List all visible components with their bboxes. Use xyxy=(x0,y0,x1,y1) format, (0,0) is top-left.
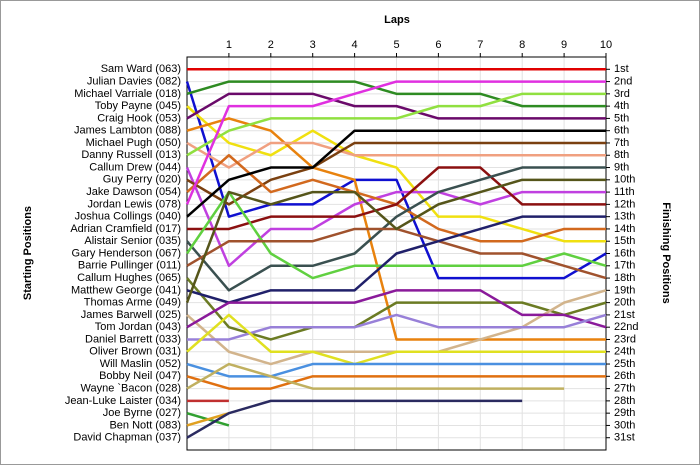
series-line xyxy=(186,141,606,206)
y-tick-label: Thomas Arme (049) xyxy=(84,297,181,309)
x-tick-label: 10 xyxy=(600,39,612,51)
y2-tick-label: 7th xyxy=(614,137,629,149)
y2-tick-label: 26th xyxy=(614,370,635,382)
y-tick-label: Matthew George (041) xyxy=(71,284,181,296)
y2-tick-label: 6th xyxy=(614,125,629,137)
y2-tick-label: 29th xyxy=(614,407,635,419)
y-tick-label: Bobby Neil (047) xyxy=(99,370,181,382)
y2-tick-label: 16th xyxy=(614,247,635,259)
y-tick-label: Gary Henderson (067) xyxy=(72,247,181,259)
series-line xyxy=(186,362,606,378)
y-tick-label: Adrian Cramfield (017) xyxy=(70,223,181,235)
series-line xyxy=(186,289,607,329)
y-tick-label: Joe Byrne (027) xyxy=(103,407,181,419)
x-tick-label: 4 xyxy=(352,39,358,51)
y-tick-label: Michael Pugh (050) xyxy=(86,137,181,149)
y2-tick-label: 11th xyxy=(614,186,635,198)
x-tick-label: 5 xyxy=(393,39,399,51)
y-tick-label: Toby Payne (045) xyxy=(95,100,181,112)
y2-tick-label: 27th xyxy=(614,383,635,395)
series-line xyxy=(186,141,606,169)
y2-tick-label: 22nd xyxy=(614,321,638,333)
series-line xyxy=(185,81,607,280)
series-line xyxy=(186,129,606,218)
series-line xyxy=(186,411,230,427)
series-line xyxy=(185,80,606,205)
y2-axis-title: Finishing Positions xyxy=(660,202,672,303)
y-tick-label: David Chapman (037) xyxy=(73,432,181,444)
series-line xyxy=(186,80,606,108)
series-line xyxy=(186,117,606,341)
y-tick-label: Wayne `Bacon (028) xyxy=(81,383,181,395)
series-line xyxy=(186,92,606,157)
y-axis-title: Starting Positions xyxy=(22,206,34,300)
y2-tick-label: 14th xyxy=(614,223,635,235)
y2-tick-label: 18th xyxy=(614,272,635,284)
y-tick-label: Craig Hook (053) xyxy=(97,112,181,124)
y-tick-label: Jordan Lewis (078) xyxy=(87,198,181,210)
y-tick-label: Michael Varriale (018) xyxy=(74,88,181,100)
y-tick-label: Will Maslin (052) xyxy=(100,358,181,370)
series-line xyxy=(186,399,523,439)
x-tick-label: 7 xyxy=(477,39,483,51)
y2-tick-label: 2nd xyxy=(614,75,632,87)
x-tick-label: 2 xyxy=(268,39,274,51)
y-tick-label: Oliver Brown (031) xyxy=(89,346,181,358)
series-line xyxy=(186,166,606,292)
y2-tick-label: 5th xyxy=(614,112,629,124)
y-tick-label: Sam Ward (063) xyxy=(101,63,181,75)
y2-tick-label: 31st xyxy=(614,432,635,444)
y2-tick-label: 12th xyxy=(614,198,635,210)
y-tick-label: Tom Jordan (043) xyxy=(95,321,181,333)
y-tick-label: Alistair Senior (035) xyxy=(84,235,181,247)
series-line xyxy=(186,362,565,390)
y-tick-label: Jean-Luke Laister (034) xyxy=(65,395,181,407)
y-tick-label: Daniel Barrett (033) xyxy=(85,333,181,345)
y2-tick-label: 23rd xyxy=(614,333,636,345)
y2-tick-label: 30th xyxy=(614,419,635,431)
x-tick-label: 1 xyxy=(226,39,232,51)
y2-tick-label: 9th xyxy=(614,161,629,173)
series-line xyxy=(186,277,607,341)
x-tick-label: 8 xyxy=(519,39,525,51)
y2-tick-label: 28th xyxy=(614,395,635,407)
y2-tick-label: 1st xyxy=(614,63,629,75)
series-line xyxy=(185,178,606,304)
x-tick-label: 9 xyxy=(561,39,567,51)
series-line xyxy=(186,375,606,390)
y2-tick-label: 17th xyxy=(614,260,635,272)
y-tick-label: Danny Russell (013) xyxy=(81,149,181,161)
series-line xyxy=(186,92,606,120)
y2-tick-label: 4th xyxy=(614,100,629,112)
series-line xyxy=(186,215,606,304)
y2-tick-label: 25th xyxy=(614,358,635,370)
y-tick-label: James Lambton (088) xyxy=(74,125,181,137)
y-tick-label: James Barwell (025) xyxy=(81,309,181,321)
y-tick-label: Callum Drew (044) xyxy=(89,161,181,173)
y-tick-label: Barrie Pullinger (011) xyxy=(78,260,181,272)
y2-tick-label: 13th xyxy=(614,211,635,223)
y-tick-label: Julian Davies (082) xyxy=(87,75,181,87)
y2-tick-label: 20th xyxy=(614,297,635,309)
x-axis-title: Laps xyxy=(384,14,410,26)
series-line xyxy=(187,166,606,231)
series-line xyxy=(185,190,607,280)
y2-tick-label: 8th xyxy=(614,149,629,161)
series-line xyxy=(187,313,607,341)
y-tick-label: Guy Perry (020) xyxy=(103,174,181,186)
series-line xyxy=(186,313,606,366)
y-tick-label: Ben Nott (083) xyxy=(109,419,181,431)
x-tick-label: 6 xyxy=(435,39,441,51)
x-tick-label: 3 xyxy=(310,39,316,51)
y2-tick-label: 21st xyxy=(614,309,635,321)
y2-tick-label: 24th xyxy=(614,346,635,358)
y2-tick-label: 3rd xyxy=(614,88,630,100)
y-tick-label: Jake Dawson (054) xyxy=(86,186,181,198)
y2-tick-label: 15th xyxy=(614,235,635,247)
y2-tick-label: 10th xyxy=(614,174,635,186)
y2-tick-label: 19th xyxy=(614,284,635,296)
y-tick-label: Callum Hughes (065) xyxy=(77,272,181,284)
y-tick-label: Joshua Collings (040) xyxy=(75,211,181,223)
